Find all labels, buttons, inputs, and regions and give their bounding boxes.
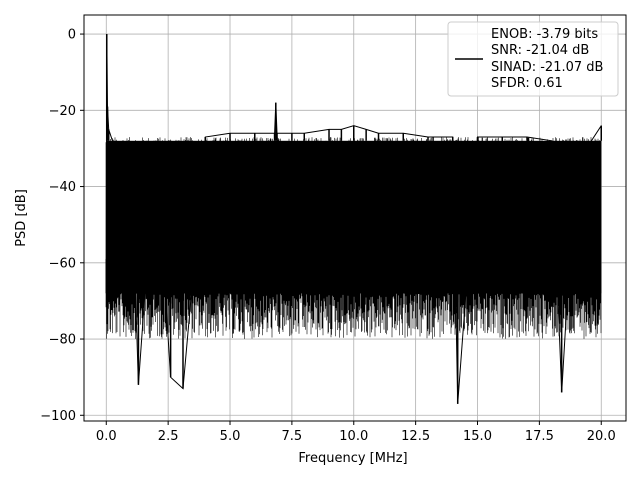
x-tick-label: 0.0 [96, 429, 117, 444]
noise-hash [105, 137, 602, 339]
x-tick-label: 5.0 [220, 429, 241, 444]
spectrum-series-line [105, 34, 602, 404]
legend-entry-sfdr: SFDR: 0.61 [491, 76, 563, 91]
legend-box [447, 21, 619, 97]
legend-entry-enob: ENOB: -3.79 bits [491, 27, 598, 42]
plot-area [105, 34, 603, 404]
legend: ENOB: -3.79 bits SNR: -21.04 dB SINAD: -… [447, 21, 619, 97]
x-tick-label: 20.0 [587, 429, 616, 444]
y-axis-label: PSD [dB] [14, 189, 29, 247]
axes-frame [83, 14, 627, 422]
y-tick-label: −40 [49, 180, 76, 195]
y-tick-label: −60 [49, 256, 76, 271]
x-tick-label: 7.5 [282, 429, 303, 444]
y-axis-ticks: 0 −20 −40 −60 −80 −100 [40, 28, 84, 424]
x-tick-label: 15.0 [463, 429, 492, 444]
x-tick-label: 12.5 [401, 429, 430, 444]
y-tick-label: −80 [49, 333, 76, 348]
y-tick-label: −100 [40, 409, 76, 424]
x-axis-label: Frequency [MHz] [298, 451, 407, 466]
x-tick-label: 2.5 [158, 429, 179, 444]
legend-entry-snr: SNR: -21.04 dB [491, 43, 589, 58]
x-tick-label: 17.5 [525, 429, 554, 444]
x-tick-label: 10.0 [339, 429, 368, 444]
y-tick-label: 0 [68, 28, 76, 43]
x-axis-ticks: 0.0 2.5 5.0 7.5 10.0 12.5 15.0 17.5 20.0 [96, 421, 616, 444]
legend-entry-sinad: SINAD: -21.07 dB [491, 60, 603, 75]
series-layer [105, 34, 603, 404]
y-tick-label: −20 [49, 104, 76, 119]
